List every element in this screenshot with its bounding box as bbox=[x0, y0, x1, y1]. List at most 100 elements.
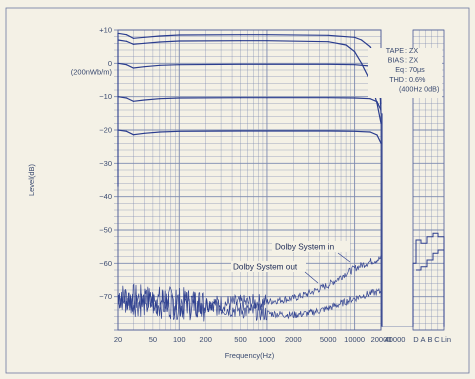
series-2-point bbox=[266, 63, 268, 65]
spec-value: : ZX bbox=[405, 46, 418, 55]
x-tick-label: 500 bbox=[234, 335, 247, 344]
y-tick-label: −70 bbox=[99, 292, 112, 301]
series-2-point bbox=[143, 66, 145, 68]
callout-out-leader bbox=[304, 271, 319, 284]
series-4-point bbox=[132, 134, 134, 136]
series-0-point bbox=[266, 34, 268, 36]
spec-label: BIAS bbox=[388, 56, 405, 65]
series-0-point bbox=[240, 34, 242, 36]
series-4-point bbox=[240, 130, 242, 132]
series-3-point bbox=[369, 98, 371, 100]
y-tick-label: +10 bbox=[99, 26, 112, 35]
series-3-point bbox=[327, 97, 329, 99]
weighting-label: A bbox=[420, 335, 425, 344]
weighted-trace-b bbox=[416, 249, 444, 271]
series-0-point bbox=[361, 39, 363, 41]
series-2-point bbox=[327, 63, 329, 65]
series-3-point bbox=[380, 109, 382, 111]
series-4-point bbox=[369, 131, 371, 133]
series-2-point bbox=[159, 64, 161, 66]
curves bbox=[117, 32, 383, 327]
callout-out-bg bbox=[231, 261, 306, 272]
spec-label: THD bbox=[389, 75, 404, 84]
series-1-point bbox=[266, 40, 268, 42]
y-tick-label: −40 bbox=[99, 192, 112, 201]
series-4-point bbox=[376, 134, 378, 136]
series-2-point bbox=[240, 63, 242, 65]
series-4-point bbox=[159, 131, 161, 133]
callout-in-bg bbox=[272, 241, 350, 252]
series-0-point bbox=[125, 34, 128, 36]
series-3-point bbox=[240, 97, 242, 99]
series-2-point bbox=[125, 64, 128, 66]
spec-value: : 0.6% bbox=[405, 75, 426, 84]
y-tick-label: −10 bbox=[99, 92, 112, 101]
subpanel-frame bbox=[412, 29, 445, 331]
series-2-point bbox=[380, 102, 382, 104]
series-0-point bbox=[143, 36, 145, 38]
series-1-point bbox=[240, 40, 242, 42]
y-tick-label: −30 bbox=[99, 159, 112, 168]
series-4-point bbox=[125, 130, 128, 132]
spec-box bbox=[368, 48, 442, 98]
series-0-point bbox=[354, 36, 356, 38]
spec-note: (400Hz 0dB) bbox=[399, 84, 439, 93]
spec-label: TAPE bbox=[386, 46, 404, 55]
series-3-point bbox=[376, 101, 378, 103]
x-tick-label: 20 bbox=[114, 335, 122, 344]
series-4-point bbox=[143, 132, 145, 134]
y-tick-label: −50 bbox=[99, 226, 112, 235]
x-tick-label: 10000 bbox=[344, 335, 365, 344]
series-2-point bbox=[132, 67, 134, 69]
spec-label: Eq bbox=[395, 65, 404, 74]
zero-reference-label: (200nWb/m) bbox=[71, 67, 113, 76]
callout-dolby-out: Dolby System out bbox=[233, 263, 298, 272]
series-2-point bbox=[178, 64, 180, 66]
weighted-noise-panel bbox=[412, 232, 445, 327]
callout-dolby-in: Dolby System in bbox=[275, 243, 335, 252]
x-tick-label: 1000 bbox=[259, 335, 276, 344]
spec-value: : ZX bbox=[405, 56, 418, 65]
series-0-point bbox=[380, 112, 382, 114]
weighting-label: C bbox=[434, 335, 440, 344]
weighted-trace-a bbox=[412, 232, 445, 327]
series-0-point bbox=[369, 46, 371, 48]
y-axis-title: Level(dB) bbox=[27, 163, 36, 196]
series-0-point bbox=[327, 34, 329, 36]
series-3-point bbox=[143, 99, 145, 101]
series-1-point bbox=[354, 51, 356, 53]
series-1-point bbox=[380, 122, 382, 124]
outer-frame bbox=[5, 7, 470, 374]
x-tick-label: 40000 bbox=[385, 335, 406, 344]
x-tick-label: 2000 bbox=[285, 335, 302, 344]
labels: +10 0 −10 −20 −30 −40 −50 −60 −70 (200nWb/m) 20 50 1… bbox=[27, 26, 451, 361]
x-tick-label: 50 bbox=[149, 335, 157, 344]
x-tick-label: 5000 bbox=[320, 335, 337, 344]
series-0-point bbox=[159, 35, 161, 37]
weighting-label: B bbox=[427, 335, 432, 344]
x-tick-label: 100 bbox=[173, 335, 186, 344]
series-1-point bbox=[143, 42, 145, 44]
series-3-point bbox=[132, 100, 134, 102]
series-3-point bbox=[354, 97, 356, 99]
series-4-point bbox=[178, 130, 180, 132]
y-tick-label: 0 bbox=[108, 59, 112, 68]
callout-in-leader bbox=[337, 252, 351, 263]
series-1-point bbox=[345, 44, 347, 46]
series-1-point bbox=[327, 41, 329, 43]
x-axis-title: Frequency(Hz) bbox=[225, 351, 275, 360]
series-3-point bbox=[266, 97, 268, 99]
series-2-point bbox=[354, 64, 356, 66]
x-tick-label: 200 bbox=[199, 335, 212, 344]
series-1-point bbox=[361, 62, 363, 64]
series-1-point bbox=[159, 41, 161, 43]
series-4-point bbox=[266, 130, 268, 132]
series-3-point bbox=[159, 98, 161, 100]
series-4-point bbox=[354, 130, 356, 132]
spec-value: : 70μs bbox=[405, 65, 425, 74]
series-1-point bbox=[125, 40, 128, 42]
weighting-label: D bbox=[413, 335, 419, 344]
series-0-point bbox=[178, 34, 180, 36]
